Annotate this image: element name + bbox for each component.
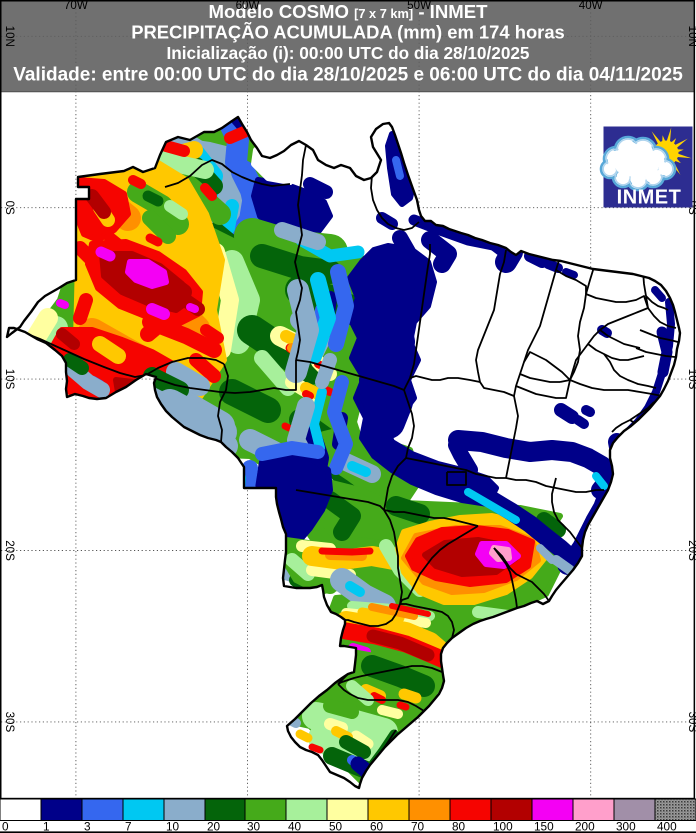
svg-text:100: 100	[493, 820, 513, 833]
svg-text:1: 1	[43, 820, 50, 833]
svg-text:30S: 30S	[686, 712, 696, 733]
svg-text:7: 7	[125, 820, 132, 833]
svg-text:30: 30	[247, 820, 261, 833]
svg-text:20S: 20S	[3, 540, 16, 561]
svg-text:10N: 10N	[3, 26, 16, 47]
svg-text:PRECIPITAÇÃO ACUMULADA (mm) em: PRECIPITAÇÃO ACUMULADA (mm) em 174 horas	[131, 22, 565, 43]
svg-text:20S: 20S	[686, 540, 696, 561]
svg-text:20: 20	[207, 820, 221, 833]
svg-text:40W: 40W	[579, 0, 603, 12]
svg-text:70: 70	[411, 820, 425, 833]
svg-text:10S: 10S	[686, 369, 696, 390]
svg-text:Validade: entre 00:00 UTC do d: Validade: entre 00:00 UTC do dia 28/10/2…	[13, 65, 683, 86]
svg-text:0S: 0S	[3, 201, 16, 215]
svg-text:Modelo COSMO [7 x 7 km] - INME: Modelo COSMO [7 x 7 km] - INMET	[208, 1, 488, 22]
svg-text:50W: 50W	[407, 0, 431, 12]
svg-text:70W: 70W	[64, 0, 88, 12]
svg-text:INMET: INMET	[617, 187, 682, 209]
svg-text:200: 200	[575, 820, 595, 833]
svg-text:10S: 10S	[3, 369, 16, 390]
svg-text:30S: 30S	[3, 712, 16, 733]
svg-text:300: 300	[616, 820, 636, 833]
svg-text:60: 60	[370, 820, 384, 833]
svg-text:50: 50	[329, 820, 343, 833]
svg-text:40: 40	[288, 820, 302, 833]
svg-text:10N: 10N	[686, 26, 696, 47]
svg-text:3: 3	[84, 820, 91, 833]
svg-text:400: 400	[657, 820, 677, 833]
svg-text:80: 80	[452, 820, 466, 833]
svg-text:150: 150	[534, 820, 554, 833]
svg-text:60W: 60W	[236, 0, 260, 12]
svg-text:Inicialização (i): 00:00 UTC d: Inicialização (i): 00:00 UTC do dia 28/1…	[167, 43, 530, 63]
svg-text:10: 10	[166, 820, 180, 833]
svg-text:0S: 0S	[686, 201, 696, 215]
svg-text:0: 0	[2, 820, 9, 833]
